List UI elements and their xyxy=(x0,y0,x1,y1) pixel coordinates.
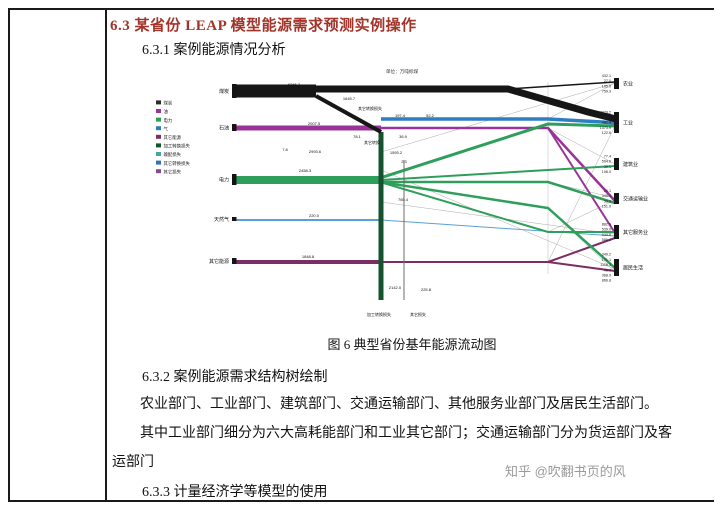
paragraph-sectors: 农业部门、工业部门、建筑部门、交通运输部门、其他服务业部门及居民生活部门。 xyxy=(140,397,658,412)
svg-text:1118.3: 1118.3 xyxy=(600,263,611,267)
svg-text:农业: 农业 xyxy=(623,81,633,88)
svg-text:340.4: 340.4 xyxy=(602,194,611,198)
svg-text:349.2: 349.2 xyxy=(602,253,611,257)
svg-text:气: 气 xyxy=(164,125,169,131)
svg-text:2458.3: 2458.3 xyxy=(299,168,312,173)
svg-text:其它能源: 其它能源 xyxy=(164,134,182,141)
svg-text:52.2: 52.2 xyxy=(426,113,435,118)
svg-text:765.4: 765.4 xyxy=(398,197,409,202)
svg-text:加工转换损失: 加工转换损失 xyxy=(164,143,191,150)
svg-text:580.4: 580.4 xyxy=(602,238,611,242)
svg-text:2007.5: 2007.5 xyxy=(308,121,321,126)
svg-text:504.6: 504.6 xyxy=(602,160,611,164)
sankey-figure: 单位：万吨标煤 煤炭油电力气其它能源 加工转换损失 输配损失 其它转换损失 其它损失 煤炭石… xyxy=(152,62,672,330)
svg-text:建筑业: 建筑业 xyxy=(623,161,638,168)
svg-text:866.8: 866.8 xyxy=(602,279,611,283)
svg-text:电力: 电力 xyxy=(219,176,229,183)
svg-text:输配损失: 输配损失 xyxy=(164,151,182,158)
subsection-6-3-2: 6.3.2 案例能源需求结构树绘制 xyxy=(142,370,328,385)
svg-text:4779.2: 4779.2 xyxy=(600,110,611,114)
svg-text:36.9: 36.9 xyxy=(399,134,408,139)
svg-text:居民生活: 居民生活 xyxy=(623,265,643,272)
svg-text:7.8: 7.8 xyxy=(282,147,288,152)
svg-text:1593.2: 1593.2 xyxy=(390,150,403,155)
svg-text:2.3: 2.3 xyxy=(401,159,407,164)
svg-text:39.1: 39.1 xyxy=(604,165,611,169)
svg-text:195.0: 195.0 xyxy=(602,84,611,88)
svg-text:759.3: 759.3 xyxy=(602,90,611,94)
watermark: 知乎 @吹翻书页的风 xyxy=(505,464,626,479)
subsection-6-3-1: 6.3.1 案例能源情况分析 xyxy=(142,43,286,58)
svg-text:2993.6: 2993.6 xyxy=(309,149,322,154)
svg-text:1848.8: 1848.8 xyxy=(302,254,315,259)
svg-text:26.1: 26.1 xyxy=(604,189,611,193)
svg-text:197.4: 197.4 xyxy=(395,113,406,118)
svg-text:171.1: 171.1 xyxy=(602,258,611,262)
svg-text:天然气: 天然气 xyxy=(214,216,229,223)
svg-text:1645.7: 1645.7 xyxy=(343,96,356,101)
sankey-chart: 单位：万吨标煤煤炭油电力气其它能源加工转换损失输配损失其它转换损失其它损失煤炭石… xyxy=(156,68,648,317)
svg-text:35.3: 35.3 xyxy=(604,199,611,203)
svg-text:1443.3: 1443.3 xyxy=(600,116,611,120)
svg-text:27.0: 27.0 xyxy=(604,79,611,83)
table-cell-divider xyxy=(105,10,107,500)
svg-text:6266.7: 6266.7 xyxy=(288,82,301,87)
svg-text:加工转换损失: 加工转换损失 xyxy=(367,311,391,317)
svg-text:石油: 石油 xyxy=(219,124,229,131)
svg-text:122.6: 122.6 xyxy=(602,131,611,135)
figure-caption: 图 6 典型省份基年能源流动图 xyxy=(327,337,497,352)
section-heading: 6.3 某省份 LEAP 模型能源需求预测实例操作 xyxy=(110,18,417,34)
svg-text:225.8: 225.8 xyxy=(421,287,432,292)
svg-text:其它转换损失: 其它转换损失 xyxy=(358,105,382,111)
svg-text:432.1: 432.1 xyxy=(602,74,611,78)
subsection-6-3-3: 6.3.3 计量经济学等模型的使用 xyxy=(142,485,328,500)
svg-text:电力: 电力 xyxy=(164,117,173,124)
svg-text:78.1: 78.1 xyxy=(353,134,362,139)
svg-text:煤炭: 煤炭 xyxy=(164,100,173,107)
svg-text:151.9: 151.9 xyxy=(602,205,611,209)
svg-text:930.0: 930.0 xyxy=(602,233,611,237)
svg-text:其它损失: 其它损失 xyxy=(164,168,182,175)
svg-text:77.4: 77.4 xyxy=(604,154,611,158)
svg-text:工业: 工业 xyxy=(623,120,633,127)
svg-text:1373.9: 1373.9 xyxy=(600,126,611,130)
svg-text:46.9: 46.9 xyxy=(604,268,611,272)
svg-text:882.5: 882.5 xyxy=(602,222,611,226)
svg-text:220.0: 220.0 xyxy=(309,213,320,218)
svg-text:煤炭: 煤炭 xyxy=(219,88,229,95)
svg-text:其它转换: 其它转换 xyxy=(364,139,380,145)
document-page: 6.3 某省份 LEAP 模型能源需求预测实例操作 6.3.1 案例能源情况分析… xyxy=(8,8,714,502)
svg-text:油: 油 xyxy=(164,108,169,115)
svg-text:539.0: 539.0 xyxy=(602,228,611,232)
svg-text:2142.0: 2142.0 xyxy=(389,285,402,290)
svg-text:其它损失: 其它损失 xyxy=(410,311,426,317)
svg-text:单位：万吨标煤: 单位：万吨标煤 xyxy=(386,68,419,75)
svg-text:其它转换损失: 其它转换损失 xyxy=(164,160,191,167)
svg-text:368.9: 368.9 xyxy=(602,274,611,278)
svg-text:108.0: 108.0 xyxy=(602,170,611,174)
svg-text:其它能源: 其它能源 xyxy=(209,258,229,265)
svg-text:交通运输业: 交通运输业 xyxy=(623,196,648,203)
svg-text:481.4: 481.4 xyxy=(602,121,611,125)
svg-text:其它服务业: 其它服务业 xyxy=(623,229,648,236)
paragraph-industry-detail: 其中工业部门细分为六大高耗能部门和工业其它部门；交通运输部门分为货运部门及客运部… xyxy=(112,426,672,470)
